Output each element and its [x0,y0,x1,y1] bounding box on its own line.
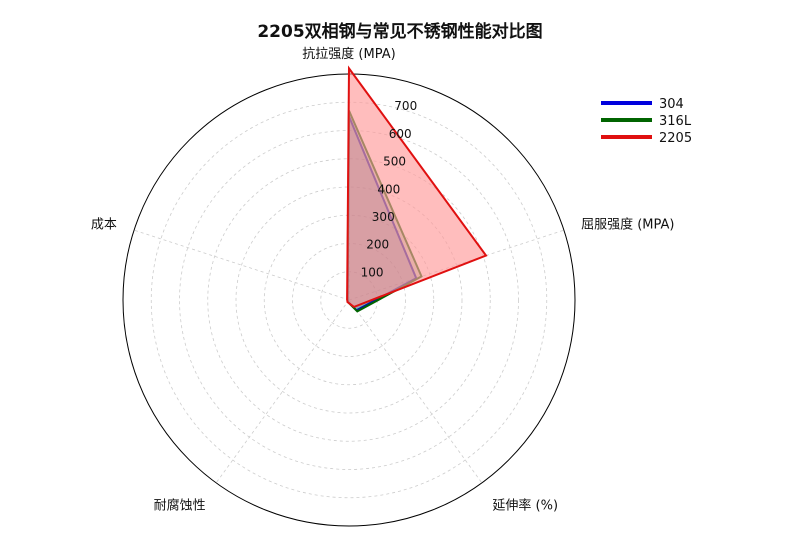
grid-ring-3 [235,186,463,414]
legend-label-304: 304 [659,97,684,112]
tick-label-5: 600 [389,127,412,141]
tick-label-1: 200 [366,238,389,252]
chart-title: 2205双相钢与常见不锈钢性能对比图 [257,21,542,42]
legend-label-316L: 316L [659,114,692,129]
axis-label-2: 延伸率 (%) [492,497,558,513]
axis-label-4: 成本 [91,218,117,233]
axis-label-1: 屈服强度 (MPA) [581,217,674,233]
spoke-3 [215,299,350,484]
spoke-4 [133,229,350,301]
tick-label-4: 500 [383,155,406,169]
series-2205-polygon [346,65,488,309]
legend: 304 316L 2205 [601,97,692,146]
tick-label-3: 400 [377,182,400,196]
grid-ring-4 [207,158,491,442]
radial-ticks: 100 200 300 400 500 600 700 [361,99,418,279]
tick-label-0: 100 [361,265,384,279]
tick-label-2: 300 [372,210,395,224]
axis-labels: 抗拉强度 (MPA) 屈服强度 (MPA) 延伸率 (%) 耐腐蚀性 成本 [91,46,675,513]
series-layer [346,65,488,313]
axis-label-3: 耐腐蚀性 [154,498,206,513]
spoke-2 [348,299,483,484]
legend-label-2205: 2205 [659,131,692,146]
tick-label-6: 700 [394,99,417,113]
axis-label-0: 抗拉强度 (MPA) [302,46,395,62]
